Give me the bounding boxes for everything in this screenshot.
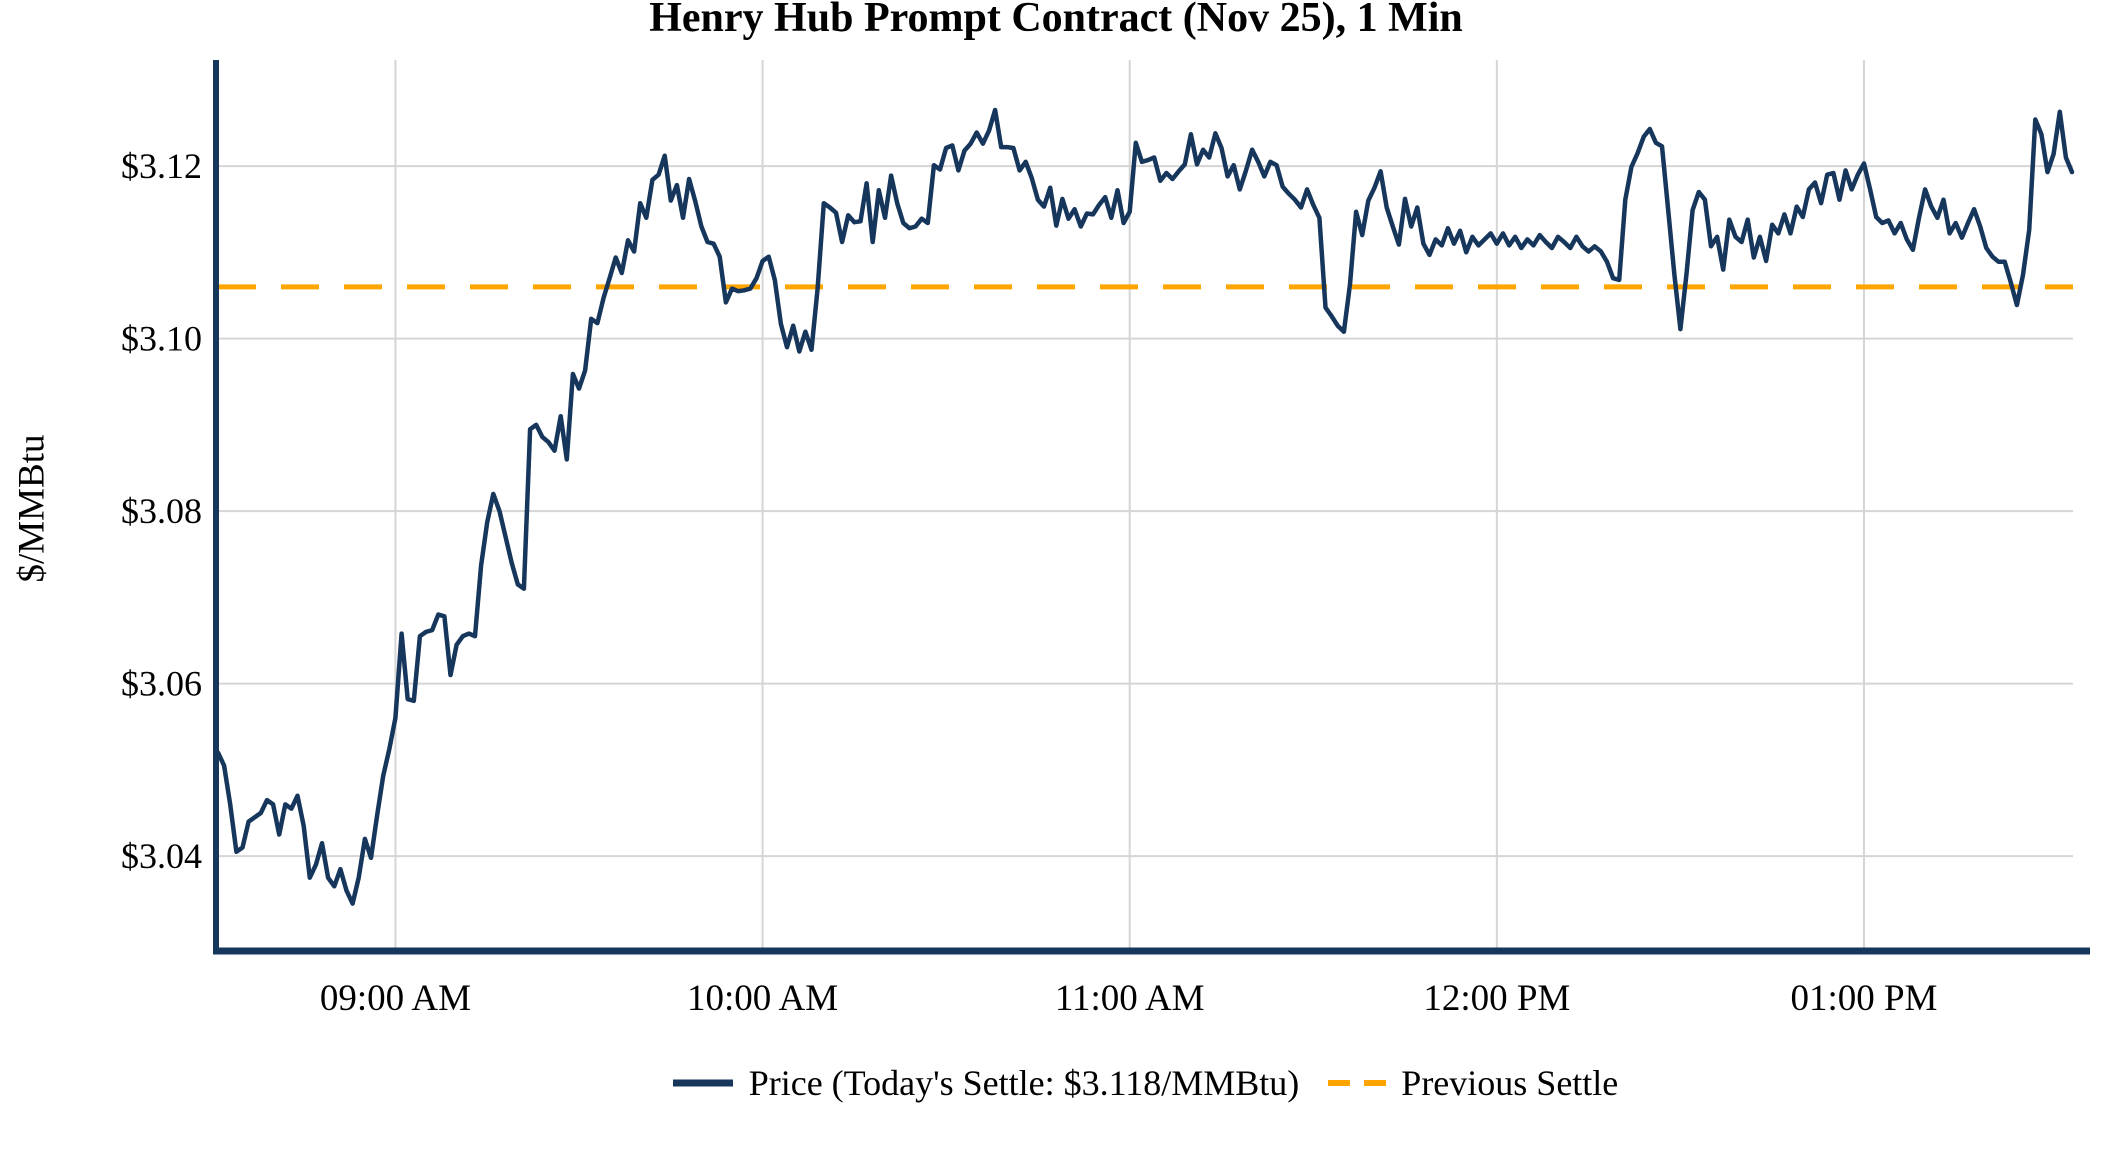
y-tick-label: $3.06 [121, 664, 202, 704]
y-tick-label: $3.10 [121, 319, 202, 359]
y-tick-label: $3.08 [121, 491, 202, 531]
y-tick-label: $3.04 [121, 836, 202, 876]
x-tick-label: 09:00 AM [320, 978, 471, 1019]
y-tick-label: $3.12 [121, 146, 202, 186]
x-tick-label: 01:00 PM [1790, 978, 1937, 1019]
price-legend-label: Price (Today's Settle: $3.118/MMBtu) [748, 1063, 1300, 1103]
price-legend-swatch [672, 1079, 733, 1087]
x-tick-label: 12:00 PM [1423, 978, 1570, 1019]
previous-settle-legend-label: Previous Settle [1401, 1063, 1619, 1103]
chart-title: Henry Hub Prompt Contract (Nov 25), 1 Mi… [649, 0, 1463, 41]
x-tick-label: 10:00 AM [687, 978, 838, 1019]
previous-settle-legend-swatch [1328, 1080, 1387, 1086]
x-tick-label: 11:00 AM [1055, 978, 1205, 1019]
chart-legend: Price (Today's Settle: $3.118/MMBtu) Pre… [216, 1062, 2073, 1104]
price-line [215, 107, 2075, 906]
